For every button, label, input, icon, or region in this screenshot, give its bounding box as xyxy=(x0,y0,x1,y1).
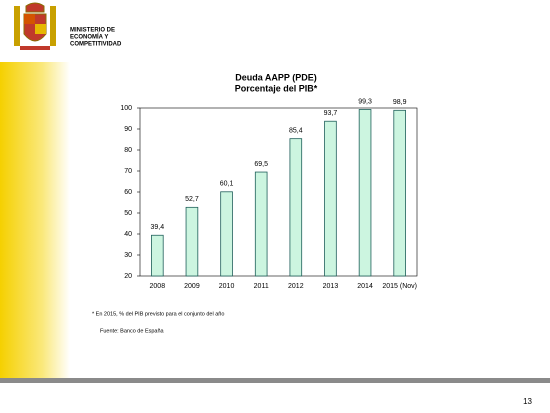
x-tick-label: 2014 xyxy=(357,283,373,290)
data-label: 85,4 xyxy=(289,128,303,135)
x-tick-label: 2011 xyxy=(254,283,269,290)
x-tick-label: 2009 xyxy=(184,283,200,290)
x-tick-label: 2010 xyxy=(219,283,235,290)
data-label: 93,7 xyxy=(324,110,338,117)
chart-title: Deuda AAPP (PDE) xyxy=(235,72,317,82)
y-tick-label: 100 xyxy=(120,105,132,112)
x-tick-label: 2008 xyxy=(150,283,166,290)
y-tick-label: 60 xyxy=(124,189,132,196)
bar xyxy=(324,120,337,277)
ministry-line: ECONOMÍA Y xyxy=(70,33,108,41)
header-box xyxy=(0,0,135,62)
data-label: 98,9 xyxy=(393,99,407,106)
y-tick-label: 70 xyxy=(124,168,132,175)
plot-frame xyxy=(139,107,418,277)
y-tick-label: 20 xyxy=(124,273,132,280)
data-label: 52,7 xyxy=(185,196,199,203)
bar xyxy=(358,109,372,277)
y-tick-label: 50 xyxy=(124,210,132,217)
bar xyxy=(185,206,199,277)
data-label: 99,3 xyxy=(358,98,372,105)
bar xyxy=(220,191,233,277)
bar xyxy=(393,109,406,277)
data-label: 69,5 xyxy=(254,161,268,168)
data-label: 39,4 xyxy=(151,224,165,231)
ministry-line: COMPETITIVIDAD xyxy=(70,42,122,48)
bar xyxy=(254,171,268,277)
coat-of-arms xyxy=(14,2,56,50)
bar xyxy=(289,138,303,277)
x-tick-label: 2013 xyxy=(323,283,339,290)
y-tick-label: 80 xyxy=(124,147,132,154)
y-tick-label: 40 xyxy=(124,231,132,238)
x-tick-label: 2015 (Nov) xyxy=(382,283,417,290)
footnote: * En 2015, % del PIB previsto para el co… xyxy=(92,311,224,317)
footer-bar xyxy=(0,378,550,383)
y-tick-label: 30 xyxy=(124,252,132,259)
ministry-line: MINISTERIO DE xyxy=(70,28,115,34)
source: Fuente: Banco de España xyxy=(100,328,165,334)
bar xyxy=(151,234,164,277)
data-label: 60,1 xyxy=(220,181,234,188)
chart-subtitle: Porcentaje del PIB* xyxy=(235,83,318,93)
page-number: 13 xyxy=(523,397,532,406)
y-tick-label: 90 xyxy=(124,126,132,133)
x-tick-label: 2012 xyxy=(288,283,304,290)
side-band xyxy=(0,0,70,380)
